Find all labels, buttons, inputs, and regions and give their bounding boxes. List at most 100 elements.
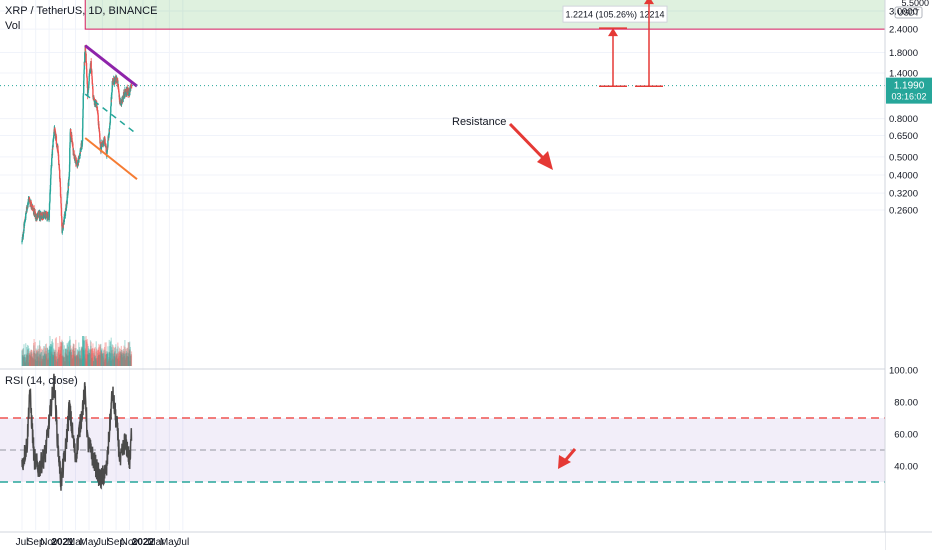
volume-bar [57, 358, 59, 366]
volume-bar [23, 356, 26, 366]
candle-body [73, 151, 75, 155]
volume-bar [115, 353, 117, 366]
volume-bar [123, 345, 125, 366]
volume-bar [81, 347, 83, 366]
volume-bar [67, 355, 69, 366]
volume-bar [30, 349, 32, 366]
volume-bar [105, 342, 107, 366]
currency-unit: USDT [898, 9, 920, 18]
volume-bar [55, 337, 57, 366]
volume-bar [105, 351, 107, 366]
volume-bar [106, 353, 108, 366]
volume-bar [85, 339, 88, 366]
volume-bar [117, 359, 119, 366]
volume-bar [65, 348, 67, 366]
volume-bar [37, 356, 39, 366]
volume-bar [81, 336, 84, 366]
volume-bar [24, 357, 27, 366]
volume-bar [82, 336, 84, 366]
volume-bar [74, 354, 76, 366]
candle-body [68, 178, 70, 186]
trend-lines[interactable]: Resistance [0, 44, 885, 180]
volume-bar [31, 357, 34, 366]
price-tick: 0.5000 [889, 152, 918, 163]
volume-bar [31, 354, 33, 366]
volume-bar [70, 351, 72, 366]
volume-bar [51, 339, 54, 366]
candle-body [96, 106, 99, 111]
volume-bar [114, 355, 116, 366]
rsi-tick: 80.00 [894, 398, 918, 409]
volume-bar [99, 346, 101, 366]
candle-body [90, 61, 92, 69]
volume-bar [72, 343, 74, 366]
volume-bar [59, 341, 62, 366]
volume-bar [84, 354, 86, 366]
candle-body [84, 45, 87, 53]
volume-bar [71, 354, 73, 366]
rsi-label[interactable]: RSI (14, close) [5, 375, 78, 387]
volume-bar [35, 361, 37, 366]
volume-bar [72, 344, 75, 366]
volume-bar [40, 353, 42, 366]
volume-bar [69, 336, 71, 366]
candle-body [110, 92, 113, 99]
volume-bar [92, 348, 94, 366]
volume-bar [78, 346, 81, 366]
volume-bar [79, 350, 81, 366]
volume-bar [92, 350, 94, 366]
volume-bar [128, 350, 131, 366]
symbol-title[interactable]: XRP / TetherUS, 1D, BINANCE [5, 5, 158, 17]
volume-bar [48, 345, 51, 366]
volume-bar [102, 356, 104, 366]
volume-bar [35, 349, 38, 366]
volume-bar [50, 351, 52, 366]
candle-body [32, 205, 34, 209]
volume-bar [65, 354, 68, 366]
volume-bar [100, 343, 102, 366]
target-arrows[interactable]: 1.2214 (105.26%) 122142.3660 (203.90%) 2… [562, 0, 707, 87]
volume-bar [48, 346, 50, 366]
volume-bar [56, 361, 58, 366]
target-label-box [562, 5, 668, 23]
volume-bar [110, 360, 112, 366]
volume-bar [68, 341, 70, 366]
candle-body [64, 211, 67, 216]
volume-bar [42, 356, 45, 366]
candle-body [112, 82, 114, 85]
volume-bar [88, 352, 91, 366]
volume-bar [62, 342, 64, 366]
candle-body [68, 176, 70, 180]
volume-bar [52, 354, 54, 366]
candle-body [54, 131, 57, 139]
volume-bar [64, 348, 66, 366]
volume-bar [121, 353, 123, 366]
volume-bar [36, 356, 38, 366]
time-tick: Mar [67, 537, 85, 548]
volume-bar [88, 349, 90, 366]
volume-bar [114, 346, 117, 366]
volume-bar [22, 357, 24, 366]
volume-bar [37, 349, 39, 366]
volume-bar [69, 349, 71, 366]
volume-bar [83, 336, 85, 366]
volume-bar [28, 354, 31, 366]
volume-bar [80, 359, 82, 366]
volume-bar [36, 351, 38, 366]
volume-bar [55, 359, 57, 366]
volume-bar [25, 357, 27, 366]
volume-bar [70, 345, 72, 366]
volume-label: Vol [5, 20, 21, 32]
candle-body [84, 52, 86, 63]
candle-body [57, 145, 59, 153]
volume-bar [129, 360, 131, 366]
volume-bar [111, 347, 113, 366]
candle-body [118, 96, 121, 102]
volume-bar [46, 348, 49, 366]
candle-body [53, 135, 55, 139]
volume-bar [77, 356, 79, 366]
volume-bar [39, 354, 41, 366]
volume-bar [76, 355, 78, 366]
candle-body [50, 165, 52, 169]
